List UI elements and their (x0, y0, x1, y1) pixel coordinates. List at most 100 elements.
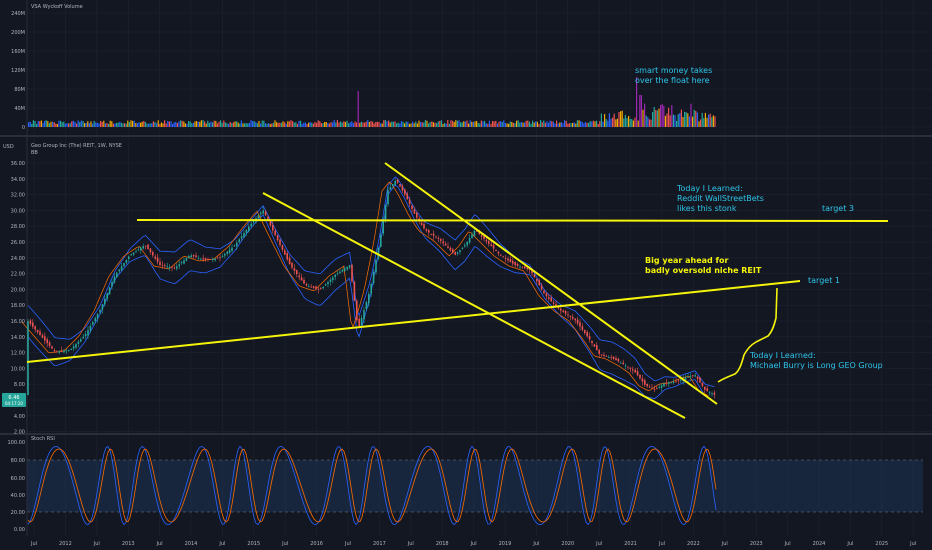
candle-body (202, 258, 204, 260)
volume-bar (29, 121, 31, 127)
candle-body (648, 386, 651, 388)
candle-body (185, 258, 188, 261)
volume-bar (629, 118, 631, 127)
volume-bar (431, 121, 433, 127)
volume-bar (402, 121, 404, 127)
candle-body (176, 266, 178, 269)
candle-body (711, 393, 713, 395)
candle-body (140, 247, 142, 251)
annotation-big-year[interactable]: Big year ahead for badly oversold niche … (645, 256, 762, 275)
volume-bar (316, 122, 318, 127)
volume-bar (676, 120, 678, 127)
price-axis-tick: 28.00 (11, 224, 25, 230)
volume-bar (596, 120, 598, 127)
target-3-horizontal-line[interactable] (136, 219, 889, 222)
volume-bar (578, 120, 580, 127)
annotation-target-1[interactable]: target 1 (808, 276, 840, 285)
candle-body (581, 326, 584, 330)
volume-bar (266, 123, 268, 127)
candle-body (236, 242, 238, 247)
volume-bar (120, 122, 122, 127)
rising-support-line[interactable] (26, 280, 801, 363)
volume-bar (213, 120, 215, 127)
falling-channel-lower-line[interactable] (262, 192, 686, 419)
volume-bar (90, 121, 92, 127)
annotation-burry[interactable]: Today I Learned: Michael Burry is Long G… (749, 351, 883, 370)
volume-bar (44, 121, 46, 127)
candle-body (123, 263, 125, 267)
candle-body (512, 260, 514, 264)
candle-body (156, 257, 159, 262)
candle-body (387, 190, 389, 205)
candle-body (353, 281, 356, 301)
volume-bar (599, 121, 601, 127)
candle-body (281, 245, 284, 250)
drawn-trendlines[interactable] (26, 162, 889, 419)
volume-bar (85, 122, 87, 127)
volume-bar (712, 115, 714, 127)
volume-bar (226, 123, 228, 127)
volume-bar (698, 121, 700, 127)
volume-bar (573, 122, 575, 127)
volume-bar (613, 113, 615, 127)
projected-price-path[interactable] (717, 287, 778, 383)
candle-body (384, 205, 387, 220)
falling-channel-upper-line[interactable] (384, 162, 718, 405)
volume-bar (61, 122, 63, 127)
candle-body (449, 247, 452, 251)
candle-body (600, 354, 603, 356)
volume-bar (556, 120, 558, 127)
candle-body (344, 268, 346, 271)
volume-bar (144, 121, 146, 127)
volume-bar (456, 120, 458, 127)
annotation-target-3[interactable]: target 3 (822, 204, 854, 213)
volume-bar (362, 122, 364, 127)
volume-bar (360, 121, 362, 127)
volume-bar (77, 120, 79, 127)
price-axis-tick: 20.00 (11, 287, 25, 293)
volume-bar (319, 121, 321, 127)
candle-body (689, 376, 692, 378)
price-candles[interactable] (27, 178, 716, 399)
candle-body (348, 265, 351, 268)
candle-body (152, 252, 154, 256)
volume-bar (410, 123, 412, 127)
volume-bar (301, 123, 303, 127)
volume-bar (378, 122, 380, 127)
volume-bar (178, 121, 180, 127)
candle-body (372, 272, 375, 284)
volume-bar (330, 122, 332, 127)
volume-bar (365, 121, 367, 127)
candle-body (36, 329, 39, 333)
volume-bar (340, 121, 342, 127)
volume-bar (594, 121, 596, 127)
symbol-title[interactable]: Geo Group Inc (The) REIT, 1W, NYSE (31, 143, 122, 149)
stoch-rsi-d-line (27, 448, 717, 523)
volume-bar (274, 120, 276, 127)
candle-body (543, 290, 545, 294)
volume-bar (296, 123, 298, 127)
candle-body (296, 269, 298, 275)
volume-bar (224, 122, 226, 127)
last-price-value: 6.46 (8, 395, 19, 401)
indicator-label-bb[interactable]: BB (31, 150, 38, 156)
candle-body (644, 380, 646, 385)
volume-bar (477, 122, 479, 127)
volume-bar (426, 120, 428, 127)
volume-bar (391, 121, 393, 127)
candle-body (413, 209, 416, 214)
candle-body (92, 322, 94, 325)
stoch-pane-title[interactable]: Stoch RSI (31, 436, 55, 442)
volume-bar (104, 123, 106, 127)
volume-bar (348, 123, 350, 127)
volume-bar (632, 120, 634, 127)
price-axis-tick: 22.00 (11, 272, 25, 278)
candle-body (483, 236, 485, 239)
candle-body (569, 315, 572, 317)
annotation-wsb[interactable]: Today I Learned: Reddit WallStreetBets l… (676, 184, 764, 213)
volume-bar (258, 120, 260, 127)
annotation-smart-money[interactable]: smart money takes over the float here (635, 66, 712, 85)
volume-bar (642, 109, 644, 127)
volume-bar (660, 105, 662, 127)
